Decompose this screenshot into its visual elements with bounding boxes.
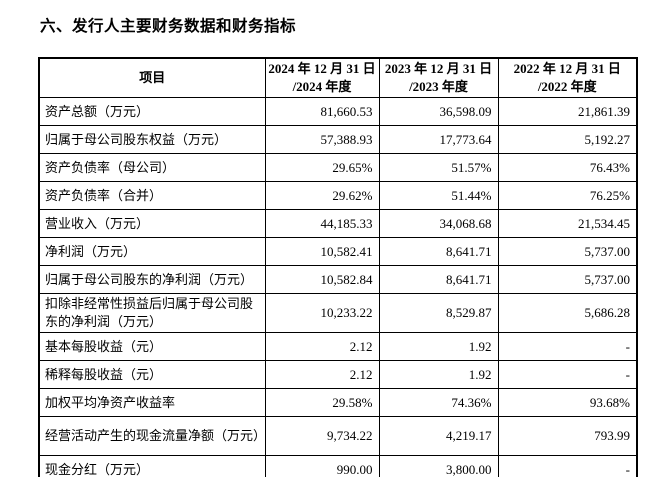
cell-2024: 2.12	[264, 332, 380, 361]
row-label: 资产总额（万元）	[38, 97, 266, 126]
cell-2022: -	[497, 332, 638, 361]
cell-2023: 8,529.87	[378, 293, 499, 333]
row-label: 经营活动产生的现金流量净额（万元）	[38, 416, 266, 456]
cell-2023: 36,598.09	[378, 97, 499, 126]
header-2023-line2: /2023 年度	[409, 79, 468, 94]
cell-2022: 21,534.45	[497, 209, 638, 238]
cell-2023: 3,800.00	[378, 455, 499, 477]
cell-2024: 10,233.22	[264, 293, 380, 333]
cell-2022: 21,861.39	[497, 97, 638, 126]
row-label: 净利润（万元）	[38, 237, 266, 266]
row-label: 归属于母公司股东权益（万元）	[38, 125, 266, 154]
header-item: 项目	[38, 57, 266, 98]
table-row: 资产总额（万元） 81,660.53 36,598.09 21,861.39	[38, 97, 638, 126]
cell-2024: 57,388.93	[264, 125, 380, 154]
row-label: 扣除非经常性损益后归属于母公司股东的净利润（万元）	[38, 293, 266, 333]
table-row: 归属于母公司股东权益（万元） 57,388.93 17,773.64 5,192…	[38, 125, 638, 154]
cell-2024: 29.58%	[264, 388, 380, 417]
cell-2024: 10,582.41	[264, 237, 380, 266]
cell-2023: 51.57%	[378, 153, 499, 182]
table-row: 资产负债率（合并） 29.62% 51.44% 76.25%	[38, 181, 638, 210]
cell-2022: 76.43%	[497, 153, 638, 182]
header-2022-line1: 2022 年 12 月 31 日	[513, 61, 621, 77]
cell-2024: 10,582.84	[264, 265, 380, 294]
table-row: 净利润（万元） 10,582.41 8,641.71 5,737.00	[38, 237, 638, 266]
financial-data-table: 项目 2024 年 12 月 31 日 /2024 年度 2023 年 12 月…	[38, 57, 638, 477]
cell-2023: 4,219.17	[378, 416, 499, 456]
table-row: 基本每股收益（元） 2.12 1.92 -	[38, 332, 638, 361]
cell-2022: 5,686.28	[497, 293, 638, 333]
cell-2022: 5,737.00	[497, 265, 638, 294]
row-label: 基本每股收益（元）	[38, 332, 266, 361]
cell-2022: 93.68%	[497, 388, 638, 417]
cell-2023: 1.92	[378, 360, 499, 389]
cell-2024: 81,660.53	[264, 97, 380, 126]
cell-2024: 9,734.22	[264, 416, 380, 456]
row-label: 营业收入（万元）	[38, 209, 266, 238]
cell-2024: 29.65%	[264, 153, 380, 182]
cell-2023: 8,641.71	[378, 265, 499, 294]
table-header-row: 项目 2024 年 12 月 31 日 /2024 年度 2023 年 12 月…	[38, 57, 638, 98]
header-2024: 2024 年 12 月 31 日 /2024 年度	[264, 57, 380, 98]
row-label: 加权平均净资产收益率	[38, 388, 266, 417]
header-item-label: 项目	[139, 70, 166, 86]
cell-2022: -	[497, 455, 638, 477]
table-row: 营业收入（万元） 44,185.33 34,068.68 21,534.45	[38, 209, 638, 238]
header-2022-line2: /2022 年度	[537, 79, 597, 94]
cell-2023: 8,641.71	[378, 237, 499, 266]
table-row: 经营活动产生的现金流量净额（万元） 9,734.22 4,219.17 793.…	[38, 416, 638, 456]
table-row: 稀释每股收益（元） 2.12 1.92 -	[38, 360, 638, 389]
cell-2022: 76.25%	[497, 181, 638, 210]
table-row: 扣除非经常性损益后归属于母公司股东的净利润（万元） 10,233.22 8,52…	[38, 293, 638, 333]
table-row: 资产负债率（母公司） 29.65% 51.57% 76.43%	[38, 153, 638, 182]
table-body: 资产总额（万元） 81,660.53 36,598.09 21,861.39 归…	[38, 97, 638, 477]
cell-2023: 17,773.64	[378, 125, 499, 154]
cell-2023: 34,068.68	[378, 209, 499, 238]
table-row: 归属于母公司股东的净利润（万元） 10,582.84 8,641.71 5,73…	[38, 265, 638, 294]
cell-2023: 1.92	[378, 332, 499, 361]
row-label: 归属于母公司股东的净利润（万元）	[38, 265, 266, 294]
cell-2022: -	[497, 360, 638, 389]
row-label: 资产负债率（母公司）	[38, 153, 266, 182]
header-2024-line1: 2024 年 12 月 31 日	[268, 61, 376, 77]
cell-2024: 29.62%	[264, 181, 380, 210]
cell-2022: 5,192.27	[497, 125, 638, 154]
cell-2024: 2.12	[264, 360, 380, 389]
header-2024-line2: /2024 年度	[292, 79, 352, 94]
row-label: 现金分红（万元）	[38, 455, 266, 477]
cell-2024: 44,185.33	[264, 209, 380, 238]
cell-2023: 51.44%	[378, 181, 499, 210]
table-row: 加权平均净资产收益率 29.58% 74.36% 93.68%	[38, 388, 638, 417]
header-2022: 2022 年 12 月 31 日 /2022 年度	[497, 57, 638, 98]
cell-2023: 74.36%	[378, 388, 499, 417]
cell-2022: 5,737.00	[497, 237, 638, 266]
row-label: 稀释每股收益（元）	[38, 360, 266, 389]
header-2023: 2023 年 12 月 31 日 /2023 年度	[378, 57, 499, 98]
cell-2024: 990.00	[264, 455, 380, 477]
header-2023-line1: 2023 年 12 月 31 日	[384, 61, 493, 77]
table-row: 现金分红（万元） 990.00 3,800.00 -	[38, 455, 638, 477]
row-label: 资产负债率（合并）	[38, 181, 266, 210]
section-title: 六、发行人主要财务数据和财务指标	[40, 18, 297, 35]
cell-2022: 793.99	[497, 416, 638, 456]
